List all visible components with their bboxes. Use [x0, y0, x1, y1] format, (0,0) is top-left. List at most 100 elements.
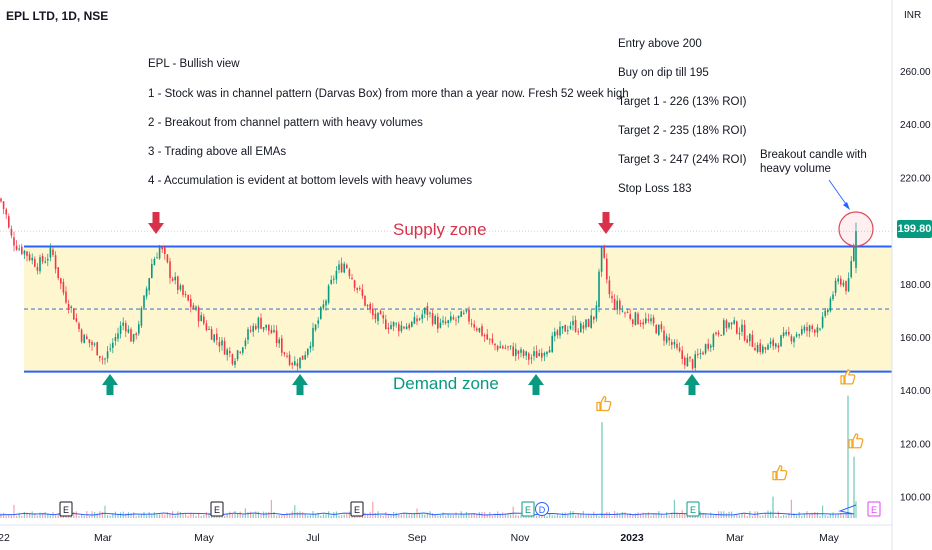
candle-body [824, 310, 826, 316]
candle-body [455, 319, 457, 321]
volume-bar [120, 512, 122, 518]
candle-body [691, 359, 694, 369]
candle-body [699, 353, 702, 355]
candle-body [767, 344, 769, 350]
volume-bar [816, 512, 818, 518]
candle-body [291, 363, 293, 365]
candle-body [782, 332, 785, 336]
candle-body [229, 350, 231, 354]
candle-body [369, 304, 371, 310]
candle-body [785, 332, 787, 335]
volume-bar [780, 515, 782, 518]
volume-bar [653, 514, 655, 518]
volume-bar [429, 511, 431, 518]
candle-body [697, 353, 699, 356]
candle-body [104, 358, 106, 360]
volume-bar [263, 511, 265, 518]
candle-body [421, 314, 423, 319]
candle-body [182, 285, 184, 295]
candle-body [639, 322, 642, 325]
candle-body [138, 324, 140, 334]
candle-body [400, 325, 403, 332]
volume-bar [702, 512, 704, 518]
volume-bar [439, 515, 441, 518]
volume-bar [442, 512, 444, 518]
candle-body [169, 261, 171, 279]
volume-bar [632, 515, 634, 518]
currency-label: INR [904, 10, 922, 21]
volume-bar [676, 512, 678, 518]
candle-body [356, 287, 358, 290]
candle-body [382, 315, 384, 319]
volume-bar [341, 515, 343, 518]
volume-bar [725, 513, 727, 518]
volume-bar [250, 511, 252, 518]
demand-arrow-shaft [532, 384, 540, 395]
volume-bar [549, 513, 551, 518]
candle-body [299, 357, 301, 369]
candle-body [733, 320, 735, 324]
candle-body [504, 347, 507, 349]
volume-bar [421, 513, 423, 518]
candle-body [850, 260, 852, 278]
candle-body [39, 257, 41, 272]
candle-body [265, 324, 267, 328]
candle-body [673, 341, 676, 345]
time-tick-label: 2023 [620, 532, 644, 544]
volume-bar [224, 515, 226, 518]
candle-body [140, 308, 143, 326]
event-marker: E [521, 501, 535, 517]
volume-bar [156, 514, 158, 518]
candle-body [312, 327, 314, 347]
volume-bar [426, 512, 428, 518]
notes-point-1: 1 - Stock was in channel pattern (Darvas… [148, 88, 629, 100]
candle-body [749, 333, 751, 342]
symbol-title[interactable]: EPL LTD, 1D, NSE [6, 9, 109, 23]
volume-bar [385, 511, 387, 518]
candle-body [741, 324, 743, 332]
candle-body [832, 294, 834, 300]
volume-bar [650, 515, 652, 518]
volume-bar [546, 515, 548, 518]
volume-bar [684, 512, 686, 518]
candle-body [348, 269, 351, 277]
candle-body [190, 298, 192, 307]
candle-body [41, 255, 44, 262]
candle-body [278, 339, 280, 344]
candle-body [569, 325, 572, 329]
event-marker-frame [350, 501, 364, 517]
volume-bar [507, 513, 509, 518]
volume-bar [208, 513, 210, 518]
volume-bar [408, 514, 410, 518]
candle-body [132, 334, 135, 342]
candle-body [52, 249, 54, 255]
volume-spike [772, 496, 774, 518]
candle-body [174, 276, 176, 281]
volume-bar [510, 514, 512, 518]
volume-bar [634, 513, 636, 518]
thumbs-up-shape [848, 433, 864, 449]
volume-bar [268, 512, 270, 518]
candle-body [759, 343, 761, 352]
volume-bar [112, 513, 114, 518]
candle-body [413, 316, 416, 324]
candle-body [18, 248, 20, 250]
volume-bar [161, 514, 163, 518]
candle-body [834, 280, 837, 293]
volume-bar [619, 513, 621, 518]
volume-bar [666, 512, 668, 518]
candle-body [762, 346, 764, 353]
volume-bar [491, 515, 493, 518]
volume-bar [707, 515, 709, 518]
volume-bar [31, 511, 33, 518]
candle-body [465, 310, 468, 312]
volume-bar [133, 512, 135, 518]
volume-bar [434, 514, 436, 518]
volume-bar [307, 515, 309, 518]
event-marker-label: E [871, 505, 877, 515]
candle-body [551, 335, 553, 352]
candle-body [10, 228, 13, 236]
candle-body [660, 324, 663, 330]
volume-bar [104, 505, 106, 518]
